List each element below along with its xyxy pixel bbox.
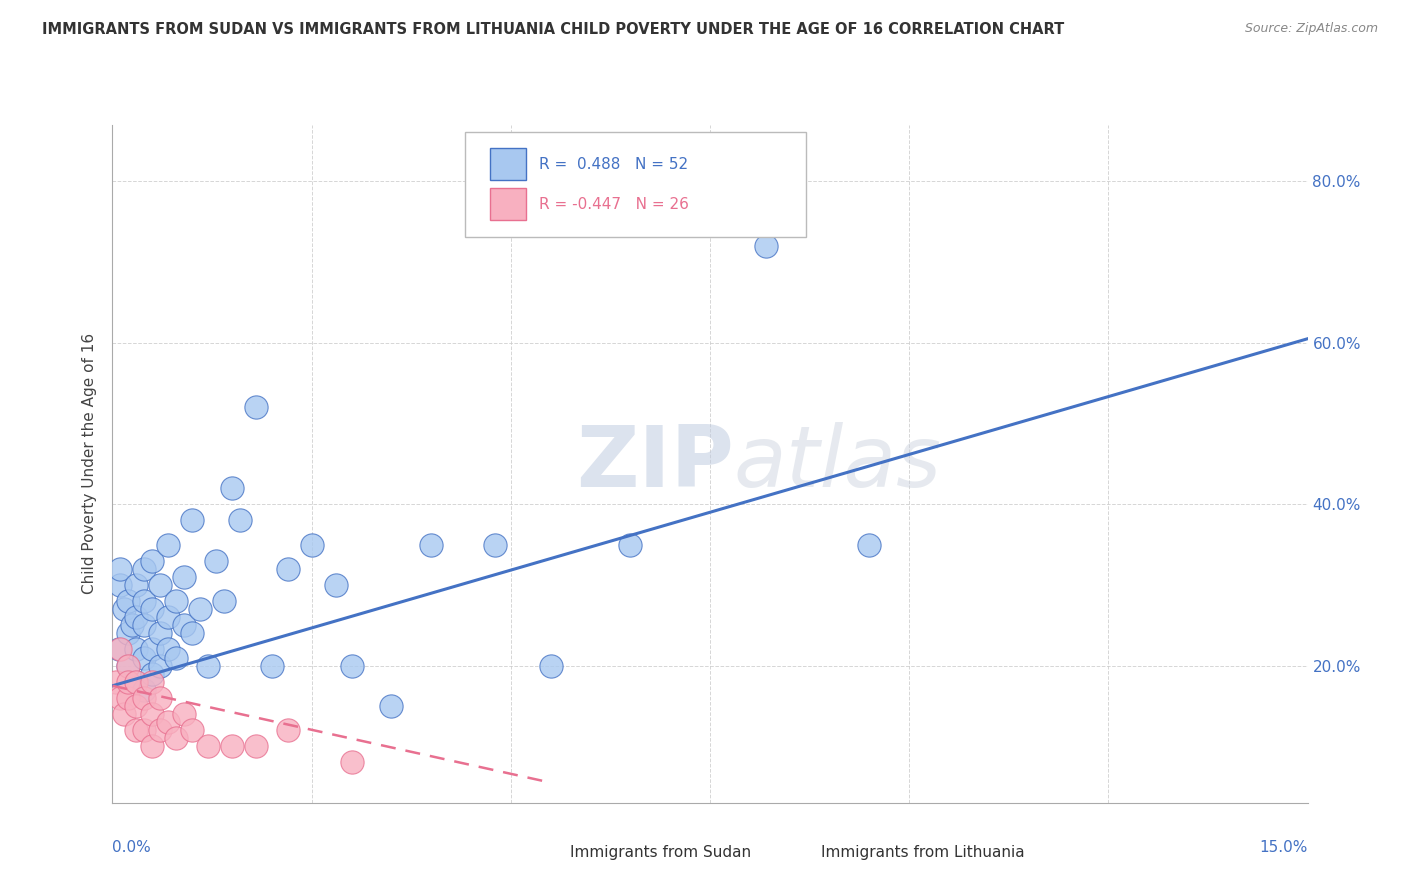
Point	[134, 682, 156, 697]
Point	[420, 537, 443, 551]
Point	[277, 723, 299, 738]
Point	[277, 562, 299, 576]
Point	[117, 674, 139, 689]
Point	[181, 513, 204, 527]
Point	[117, 658, 139, 673]
Point	[105, 674, 128, 689]
FancyBboxPatch shape	[465, 132, 806, 236]
Point	[125, 674, 148, 689]
Point	[619, 537, 641, 551]
Point	[134, 562, 156, 576]
Point	[134, 650, 156, 665]
Point	[245, 401, 267, 415]
FancyBboxPatch shape	[786, 844, 815, 863]
Point	[149, 578, 172, 592]
Text: Immigrants from Sudan: Immigrants from Sudan	[571, 846, 751, 861]
Text: R = -0.447   N = 26: R = -0.447 N = 26	[538, 197, 689, 211]
Point	[110, 642, 132, 657]
Point	[149, 723, 172, 738]
Y-axis label: Child Poverty Under the Age of 16: Child Poverty Under the Age of 16	[82, 334, 97, 594]
Point	[141, 554, 163, 568]
Point	[165, 731, 187, 746]
Text: Source: ZipAtlas.com: Source: ZipAtlas.com	[1244, 22, 1378, 36]
Point	[157, 642, 180, 657]
Point	[125, 723, 148, 738]
Point	[141, 642, 163, 657]
Point	[134, 594, 156, 608]
Point	[125, 578, 148, 592]
Point	[108, 642, 131, 657]
FancyBboxPatch shape	[536, 844, 564, 863]
Point	[141, 739, 163, 754]
Point	[125, 610, 148, 624]
Point	[181, 626, 204, 640]
Point	[121, 618, 143, 632]
Text: Immigrants from Lithuania: Immigrants from Lithuania	[821, 846, 1025, 861]
Point	[229, 513, 252, 527]
Point	[157, 537, 180, 551]
Point	[165, 594, 187, 608]
Point	[540, 658, 562, 673]
Point	[114, 602, 135, 616]
Point	[117, 594, 139, 608]
Point	[141, 674, 163, 689]
Point	[221, 481, 243, 495]
FancyBboxPatch shape	[491, 148, 526, 180]
Point	[125, 698, 148, 713]
Point	[188, 602, 211, 616]
Point	[173, 570, 195, 584]
Point	[141, 602, 163, 616]
Text: atlas: atlas	[734, 422, 942, 506]
Point	[134, 723, 156, 738]
Point	[149, 690, 172, 705]
Point	[149, 626, 172, 640]
Point	[484, 537, 506, 551]
Point	[205, 554, 228, 568]
Point	[212, 594, 235, 608]
Point	[181, 723, 204, 738]
Point	[110, 690, 132, 705]
Point	[245, 739, 267, 754]
Point	[141, 706, 163, 721]
Point	[173, 706, 195, 721]
Point	[114, 706, 135, 721]
Point	[197, 658, 219, 673]
Point	[755, 239, 778, 253]
Point	[134, 618, 156, 632]
Point	[260, 658, 283, 673]
Text: 0.0%: 0.0%	[112, 840, 152, 855]
Point	[165, 650, 187, 665]
Text: 15.0%: 15.0%	[1260, 840, 1308, 855]
Point	[325, 578, 347, 592]
Point	[301, 537, 323, 551]
Text: ZIP: ZIP	[576, 422, 734, 506]
Point	[340, 658, 363, 673]
Point	[125, 642, 148, 657]
Point	[117, 690, 139, 705]
Point	[134, 690, 156, 705]
Point	[149, 658, 172, 673]
Point	[117, 658, 139, 673]
Point	[197, 739, 219, 754]
Point	[110, 578, 132, 592]
Point	[173, 618, 195, 632]
Text: IMMIGRANTS FROM SUDAN VS IMMIGRANTS FROM LITHUANIA CHILD POVERTY UNDER THE AGE O: IMMIGRANTS FROM SUDAN VS IMMIGRANTS FROM…	[42, 22, 1064, 37]
Point	[110, 562, 132, 576]
Point	[157, 610, 180, 624]
Point	[157, 715, 180, 730]
Point	[125, 674, 148, 689]
Point	[141, 666, 163, 681]
Point	[340, 756, 363, 770]
FancyBboxPatch shape	[491, 188, 526, 220]
Point	[221, 739, 243, 754]
Point	[858, 537, 880, 551]
Text: R =  0.488   N = 52: R = 0.488 N = 52	[538, 157, 689, 171]
Point	[117, 626, 139, 640]
Point	[380, 698, 402, 713]
